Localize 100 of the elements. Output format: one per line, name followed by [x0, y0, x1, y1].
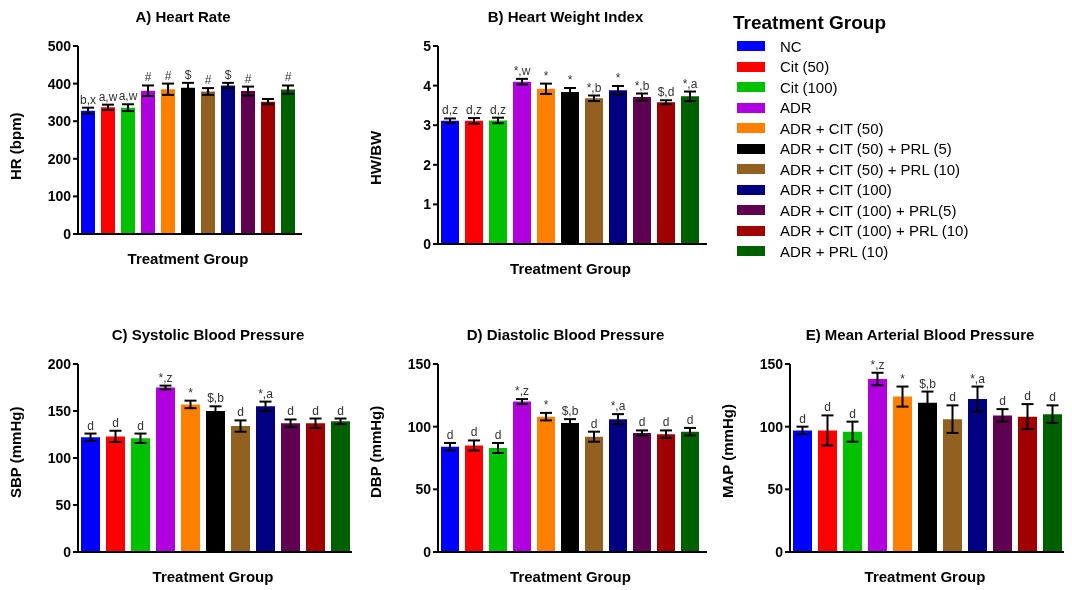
y-tick-label: 100 [407, 418, 432, 435]
data-label: d [446, 427, 454, 442]
bar [256, 406, 275, 552]
data-label: *,z [870, 357, 885, 372]
bar [513, 401, 531, 552]
legend-label: Cit (50) [780, 58, 830, 76]
data-label: d [287, 404, 294, 419]
data-label: * [900, 371, 906, 386]
bar [81, 437, 100, 552]
data-label: * [567, 72, 573, 87]
y-tick-label: 0 [775, 543, 784, 560]
bar [181, 404, 200, 552]
x-axis-title: Treatment Group [509, 568, 632, 585]
data-label: $,d [657, 85, 675, 100]
bar [968, 399, 987, 552]
bar [537, 416, 555, 552]
chart-title: C) Systolic Blood Pressure [110, 326, 306, 345]
bar [1018, 416, 1037, 552]
bar [231, 426, 250, 552]
bar [81, 110, 95, 234]
x-axis-title: Treatment Group [509, 260, 632, 277]
data-label: $,b [919, 376, 937, 391]
data-label: a,w [118, 89, 138, 104]
data-label: *,a [970, 371, 986, 386]
data-label: d [686, 412, 694, 427]
bar [681, 96, 699, 244]
legend-label: ADR + CIT (100) [780, 181, 892, 199]
data-label: *,a [610, 399, 626, 414]
y-tick-label: 0 [63, 225, 72, 242]
data-label: d [638, 415, 646, 430]
data-label: d [799, 411, 806, 426]
x-axis-title: Treatment Group [126, 250, 250, 267]
data-label: * [543, 397, 549, 412]
bar [793, 430, 812, 552]
y-tick-label: 150 [407, 355, 432, 372]
y-tick-label: 300 [47, 113, 72, 130]
data-label: # [164, 68, 172, 83]
y-tick-label: 150 [47, 402, 72, 419]
bar [306, 423, 325, 552]
legend-label: NC [780, 37, 802, 55]
bar [101, 107, 115, 234]
data-label: d,z [441, 103, 459, 118]
y-tick-label: 100 [47, 449, 72, 466]
legend-label: ADR + CIT (50) + PRL (10) [780, 160, 961, 178]
x-axis-title: Treatment Group [151, 568, 275, 585]
bar [331, 421, 350, 552]
data-label: d [949, 390, 956, 405]
y-tick-label: 0 [423, 543, 432, 560]
bar [1043, 414, 1062, 552]
y-axis-title: HR (bpm) [7, 112, 25, 180]
bar [281, 89, 295, 234]
data-label: d [137, 418, 144, 433]
y-axis-title: DBP (mmHg) [367, 405, 385, 498]
data-label: * [615, 71, 621, 85]
data-label: *,z [158, 370, 173, 385]
y-tick-label: 200 [47, 355, 72, 372]
legend-label: ADR + CIT (100) + PRL(5) [780, 201, 957, 219]
legend-label: ADR + CIT (50) [780, 119, 884, 137]
legend-label: ADR [780, 99, 812, 117]
data-label: $ [184, 67, 192, 82]
data-label: a,w [98, 89, 118, 104]
data-label: d [999, 394, 1006, 409]
y-axis-title: HW/BW [367, 130, 385, 185]
data-label: *,b [634, 78, 650, 93]
data-label: $ [224, 67, 232, 82]
data-label: *,a [682, 76, 698, 91]
bar [121, 107, 135, 234]
bar [281, 423, 300, 552]
y-tick-label: 50 [767, 481, 784, 498]
bar [513, 81, 531, 244]
y-tick-label: 200 [47, 150, 72, 167]
data-label: *,a [258, 386, 274, 401]
data-label: d [470, 425, 478, 440]
bar [681, 431, 699, 552]
data-label: d [590, 416, 598, 431]
bar [131, 438, 150, 552]
y-axis-title: SBP (mmHg) [7, 406, 25, 498]
bar [489, 447, 507, 552]
y-axis-title: MAP (mmHg) [719, 404, 737, 498]
bar [261, 101, 275, 234]
legend-label: ADR + CIT (50) + PRL (5) [780, 140, 952, 158]
bar [441, 120, 459, 244]
bar [241, 91, 255, 234]
data-label: d [87, 418, 94, 433]
legend-label: ADR + CIT (100) + PRL (10) [780, 222, 969, 240]
data-label: *,b [586, 80, 602, 95]
bar [465, 445, 483, 552]
y-tick-label: 0 [423, 235, 432, 252]
bar [441, 446, 459, 552]
y-tick-label: 5 [423, 37, 432, 54]
bar [868, 379, 887, 552]
data-label: d [1024, 389, 1031, 404]
y-tick-label: 100 [759, 418, 784, 435]
y-tick-label: 2 [423, 156, 432, 173]
data-label: d [337, 403, 344, 418]
bar [106, 436, 125, 552]
chart-title: D) Diastolic Blood Pressure [465, 326, 666, 345]
bar [537, 88, 555, 244]
y-tick-label: 50 [415, 481, 432, 498]
bar [843, 431, 862, 552]
